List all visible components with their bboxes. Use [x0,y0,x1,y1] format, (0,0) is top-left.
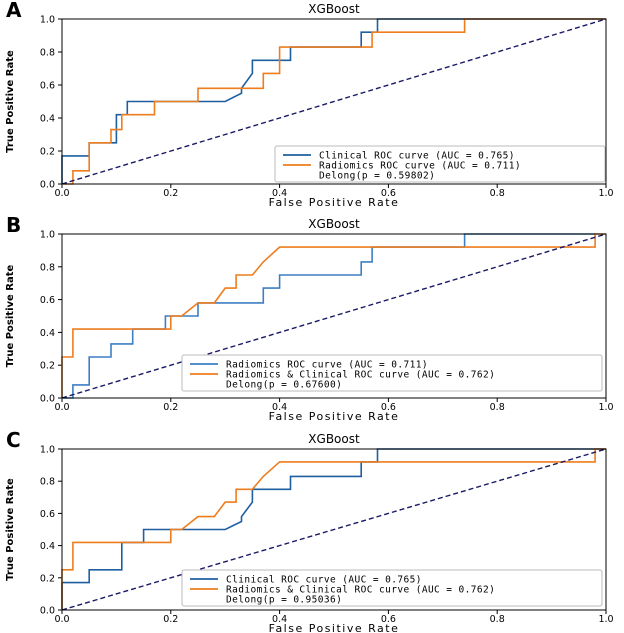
roc-curve-line [62,233,596,399]
legend-box [274,145,606,183]
y-tick-label: 0.6 [40,509,55,520]
panel-label: B [6,213,21,237]
chance-diagonal-line [61,448,607,611]
y-tick-label: 0.4 [40,541,55,552]
plot-frame [61,18,607,185]
y-tick-label: 0.6 [40,81,55,92]
x-tick-label: 0.6 [381,402,396,413]
legend-entry-label: Clinical ROC curve (AUC = 0.765) [319,151,515,162]
x-tick-label: 0.4 [272,614,287,625]
y-tick-label: 0.8 [40,262,55,273]
x-tick-label: 0.4 [272,402,287,413]
legend-entry-label: Radiomics & Clinical ROC curve (AUC = 0.… [226,370,495,381]
plot-frame [61,233,607,399]
roc-panel-a: A XGBoost True Positive Rate False Positive… [5,0,614,209]
y-tick-label: 0.6 [40,295,55,306]
x-axis-label: False Positive Rate [269,410,400,423]
x-tick-label: 0.4 [272,188,287,199]
chart-title: XGBoost [308,217,360,231]
x-tick-label: 0.0 [54,402,69,413]
legend-entry-label: Radiomics ROC curve (AUC = 0.711) [226,360,428,371]
x-tick-label: 0.2 [163,402,178,413]
x-tick-label: 1.0 [598,188,613,199]
roc-curve-line [61,448,606,610]
y-tick-label: 0.0 [40,606,55,617]
x-tick-label: 1.0 [598,402,613,413]
roc-curve-line [61,233,606,398]
plot-frame [61,448,607,611]
y-tick-label: 0.4 [40,114,55,125]
x-axis-label: False Positive Rate [269,196,400,209]
x-tick-label: 0.0 [54,614,69,625]
y-tick-label: 0.2 [40,147,55,158]
legend: Clinical ROC curve (AUC = 0.765)Radiomic… [181,569,603,607]
y-tick-label: 0.2 [40,573,55,584]
x-tick-label: 0.8 [490,188,505,199]
x-tick-label: 0.0 [54,188,69,199]
legend-entry-label: Radiomics ROC curve (AUC = 0.711) [319,161,521,172]
chance-diagonal-line [61,18,607,185]
y-axis-label: True Positive Rate [5,264,16,367]
chart-title: XGBoost [308,432,360,446]
y-tick-label: 0.2 [40,361,55,372]
legend-entry-label: Radiomics & Clinical ROC curve (AUC = 0.… [226,585,495,596]
y-tick-label: 1.0 [40,15,55,26]
delong-test-label: Delong(p = 0.95036) [226,595,342,606]
x-tick-label: 1.0 [598,614,613,625]
x-tick-label: 0.2 [163,188,178,199]
y-axis-label: True Positive Rate [5,50,16,153]
y-axis-label: True Positive Rate [5,478,16,581]
x-tick-label: 0.6 [381,188,396,199]
x-tick-label: 0.6 [381,614,396,625]
roc-curve-line [62,18,606,185]
x-tick-label: 0.8 [490,614,505,625]
legend: Clinical ROC curve (AUC = 0.765)Radiomic… [274,145,606,183]
y-tick-label: 0.4 [40,328,55,339]
legend-box [181,354,603,392]
y-tick-label: 0.8 [40,48,55,59]
panel-label: C [6,428,21,452]
chance-diagonal-line [61,233,607,399]
y-tick-label: 0.0 [40,394,55,405]
roc-curve-line [61,18,606,184]
roc-panel-c: C XGBoost True Positive Rate False Positive… [5,428,614,633]
roc-panel-b: B XGBoost True Positive Rate False Positive… [5,213,614,423]
panel-label: A [6,0,22,22]
y-tick-label: 1.0 [40,230,55,241]
y-tick-label: 0.0 [40,180,55,191]
legend-box [181,569,603,607]
legend: Radiomics ROC curve (AUC = 0.711)Radiomi… [181,354,603,392]
y-tick-label: 1.0 [40,445,55,456]
x-axis-label: False Positive Rate [269,622,400,633]
x-tick-label: 0.2 [163,614,178,625]
delong-test-label: Delong(p = 0.67600) [226,380,342,391]
x-tick-label: 0.8 [490,402,505,413]
y-tick-label: 0.8 [40,477,55,488]
legend-entry-label: Clinical ROC curve (AUC = 0.765) [226,575,422,586]
delong-test-label: Delong(p = 0.59802) [319,171,435,182]
chart-title: XGBoost [308,2,360,16]
